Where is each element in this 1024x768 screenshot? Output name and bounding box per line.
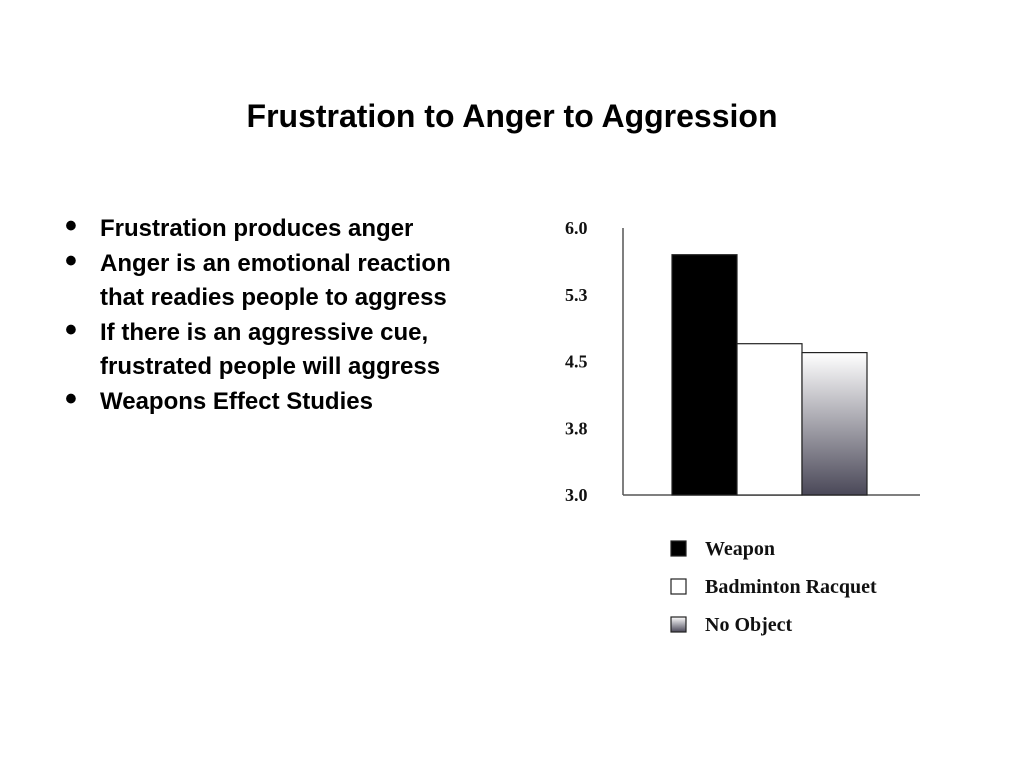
legend-swatch bbox=[670, 616, 687, 633]
bullet-text: Anger is an emotional reaction that read… bbox=[100, 250, 451, 311]
bullet-text: Frustration produces anger bbox=[100, 215, 414, 242]
bar-weapon bbox=[671, 254, 738, 496]
bullet-item: • If there is an aggressive cue, frustra… bbox=[62, 311, 462, 384]
legend-swatch bbox=[670, 540, 687, 557]
bullet-list: • Frustration produces anger • Anger is … bbox=[62, 207, 462, 420]
chart-svg: 6.0 5.3 4.5 3.8 3.0 Weapon Badminton Racquet No… bbox=[565, 218, 920, 636]
bullet-dot-icon: • bbox=[65, 207, 77, 245]
y-tick-label: 3.0 bbox=[565, 485, 588, 505]
legend-label: Weapon bbox=[705, 538, 775, 560]
legend-label: Badminton Racquet bbox=[705, 576, 877, 598]
bullet-item: • Frustration produces anger bbox=[62, 207, 462, 246]
bullet-item: • Anger is an emotional reaction that re… bbox=[62, 242, 462, 315]
bar-no-object bbox=[801, 352, 868, 496]
slide-title: Frustration to Anger to Aggression bbox=[246, 98, 778, 134]
legend-swatch bbox=[670, 578, 687, 595]
bar-chart: 6.0 5.3 4.5 3.8 3.0 Weapon Badminton Racquet No… bbox=[540, 200, 980, 660]
bullet-dot-icon: • bbox=[65, 242, 77, 280]
bullet-text: If there is an aggressive cue, frustrate… bbox=[100, 319, 441, 380]
bullet-text: Weapons Effect Studies bbox=[100, 388, 373, 415]
bullet-dot-icon: • bbox=[65, 311, 77, 349]
bullet-item: • Weapons Effect Studies bbox=[62, 380, 462, 419]
y-tick-label: 3.8 bbox=[565, 418, 588, 438]
y-tick-label: 6.0 bbox=[565, 218, 588, 238]
bar-badminton-racquet bbox=[736, 343, 803, 496]
bullet-dot-icon: • bbox=[65, 380, 77, 418]
y-tick-label: 4.5 bbox=[565, 352, 588, 372]
legend-label: No Object bbox=[705, 614, 793, 636]
y-tick-label: 5.3 bbox=[565, 285, 588, 305]
